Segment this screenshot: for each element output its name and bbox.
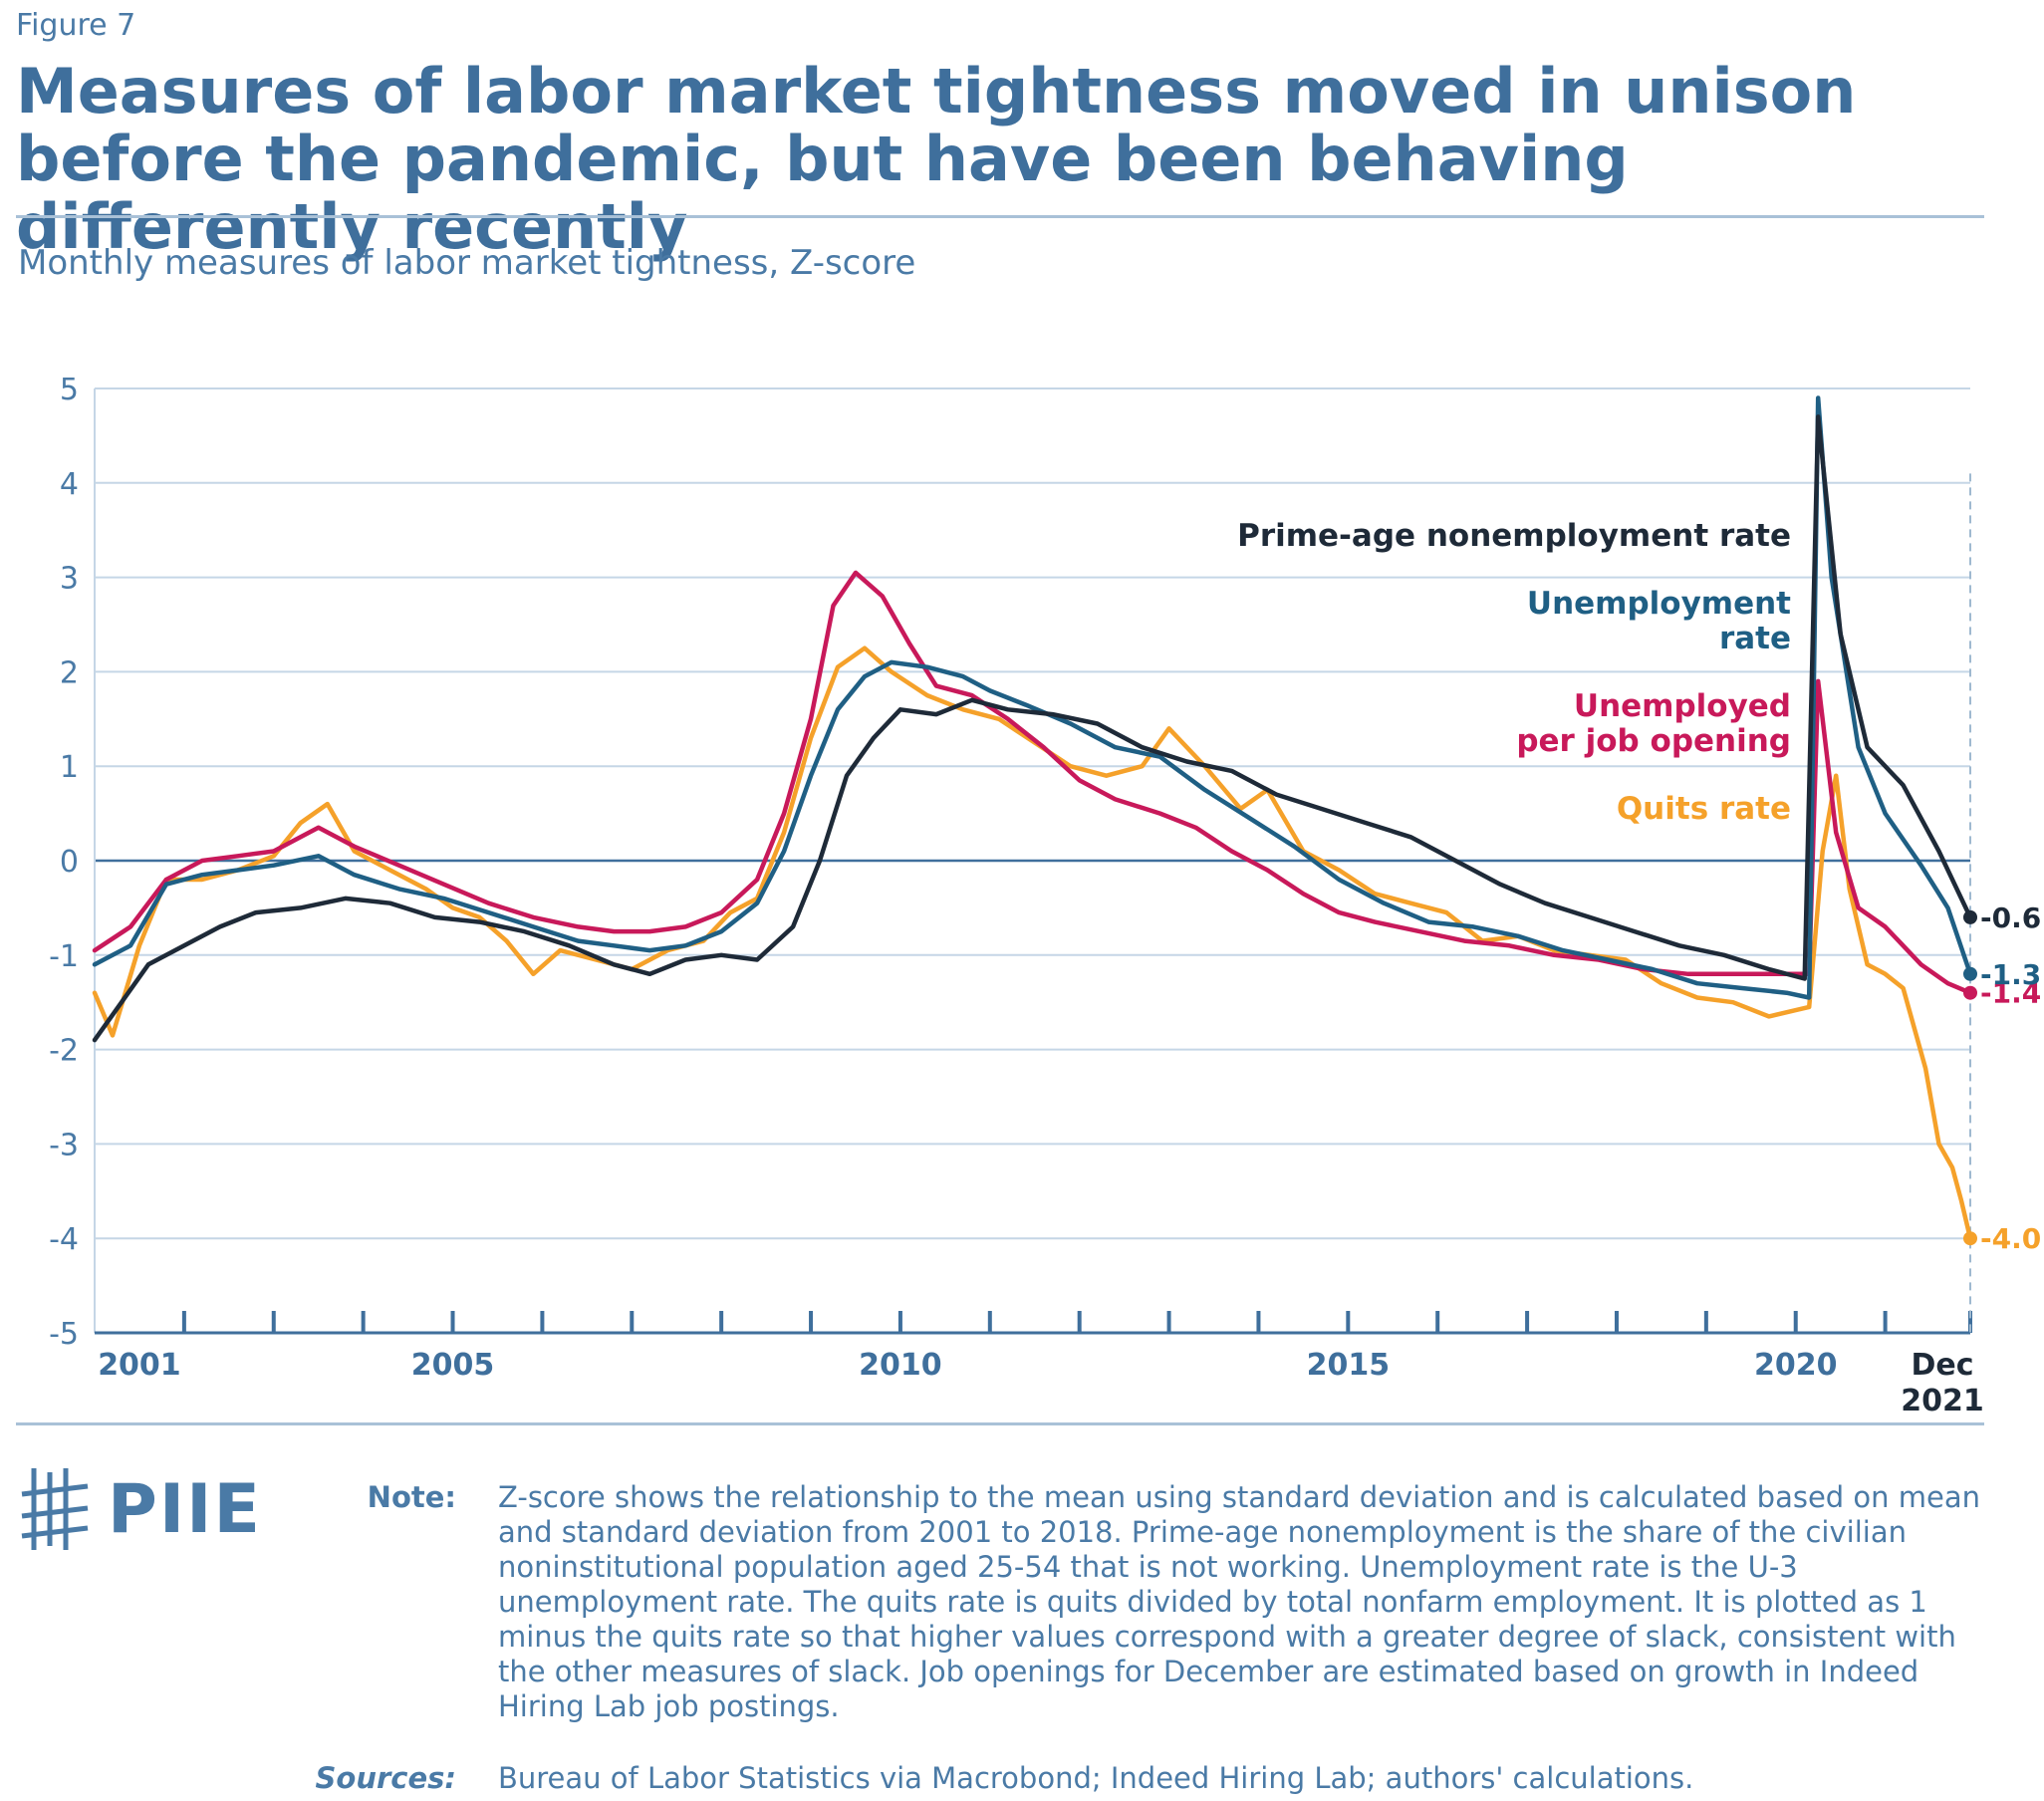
series-end-point [1963,1231,1977,1246]
y-tick-label: 0 [60,845,79,880]
y-tick-label: 2 [60,655,79,690]
series-line [92,570,1973,995]
series-end-label: -1.4 [1980,977,2041,1010]
series-line [92,414,1973,1043]
x-tick-label: 2021 [1901,1384,1984,1418]
series-layer [92,395,1977,1246]
x-tick-label: 2001 [98,1348,181,1383]
series-end-label: -4.0 [1980,1222,2041,1255]
note-text: Z-score shows the relationship to the me… [498,1480,1981,1723]
y-tick-label: 4 [60,467,79,502]
series-line [92,645,1973,1241]
axis-layer: 5 4 3 2 1 0 -1 -2 -3 -4 -5 2001 2005 2010 2015 2020 Dec2… [49,373,1984,1418]
x-tick-label: 2020 [1754,1348,1838,1383]
legend-layer: Prime-age nonemployment rate Unemployment… [1237,518,1791,827]
series-line [92,395,1973,1000]
y-tick-label: -3 [49,1128,79,1162]
chart-subtitle: Monthly measures of labor market tightne… [18,243,916,283]
series-end-point [1963,909,1977,924]
legend-label: Unemployment [1527,586,1791,622]
line-chart: 5 4 3 2 1 0 -1 -2 -3 -4 -5 2001 2005 2010 2015 2020 Dec2… [49,373,2041,1418]
sources-text: Bureau of Labor Statistics via Macrobond… [498,1761,1694,1795]
x-tick-label: Dec [1911,1348,1973,1383]
x-tick-label: 2005 [411,1348,495,1383]
note-label: Note: [367,1480,456,1514]
series-end-label: -0.6 [1980,901,2041,934]
title-divider [16,215,1984,218]
series-end-label: -1.3 [1980,958,2041,991]
legend-label: per job opening [1516,723,1791,759]
legend-label: Quits rate [1617,791,1791,827]
x-tick-label: 2015 [1307,1348,1391,1383]
piie-logo-icon [21,1468,89,1550]
figure-label: Figure 7 [16,8,136,43]
y-tick-label: -2 [49,1034,79,1069]
series-end-point [1963,985,1977,1000]
y-tick-label: 3 [60,562,79,597]
label-layer: -4.0 -1.4-1.3 -0.6 [1980,901,2041,1255]
y-tick-label: -5 [49,1317,79,1352]
series-end-point [1963,966,1977,981]
x-tick-label: 2010 [859,1348,942,1383]
chart-title: Measures of labor market tightness moved… [16,55,1857,263]
legend-label: Prime-age nonemployment rate [1237,518,1791,554]
legend-label: rate [1719,621,1791,656]
sources-label: Sources: [315,1761,456,1795]
y-tick-label: 5 [60,373,79,407]
footer-divider [16,1422,1984,1425]
y-tick-label: 1 [60,750,79,785]
piie-logo-text: PIIE [108,1470,262,1549]
y-tick-label: -4 [49,1222,79,1257]
legend-label: Unemployed [1574,688,1791,724]
y-tick-label: -1 [49,939,79,974]
